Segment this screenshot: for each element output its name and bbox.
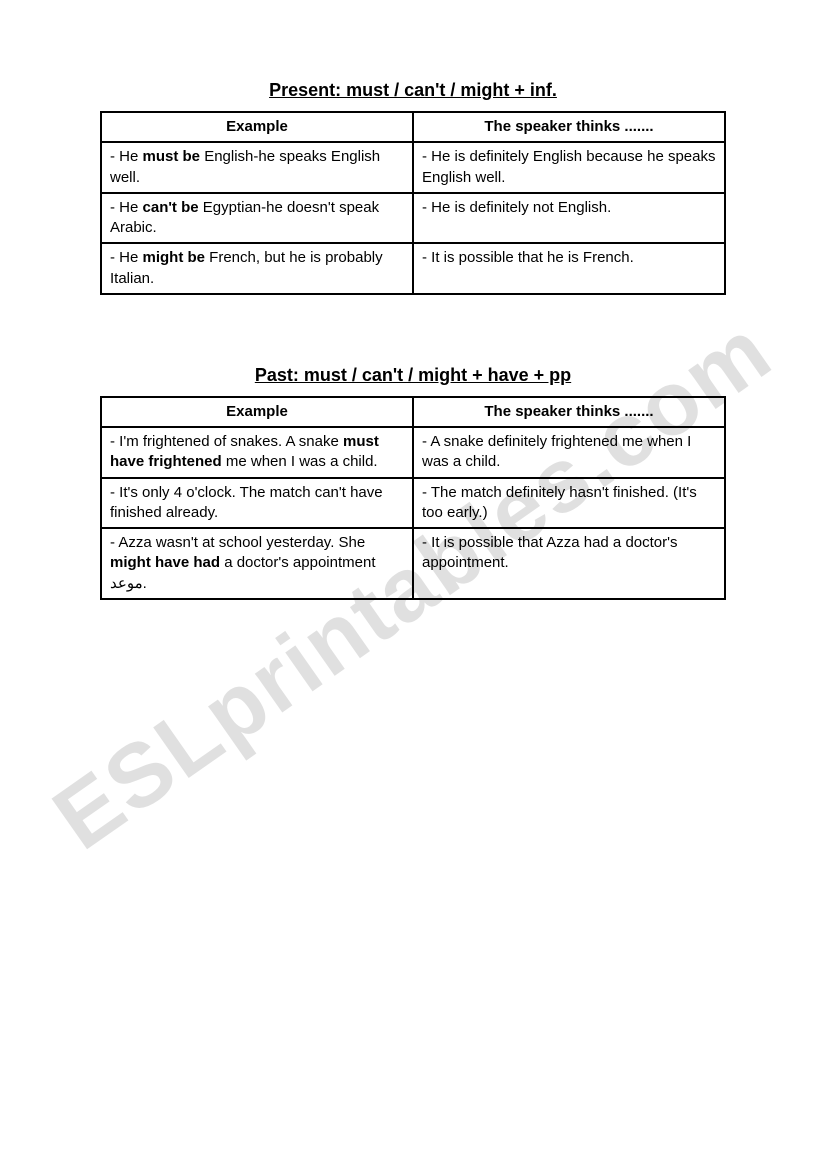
cell-thinks: - A snake definitely frightened me when … [413,427,725,478]
cell-thinks: - It is possible that Azza had a doctor'… [413,528,725,599]
cell-example: - Azza wasn't at school yesterday. She m… [101,528,413,599]
cell-thinks: - He is definitely English because he sp… [413,142,725,193]
table-row: - He might be French, but he is probably… [101,243,725,294]
header-thinks: The speaker thinks ....... [413,397,725,427]
table-present: Example The speaker thinks ....... - He … [100,111,726,295]
table-row: - Azza wasn't at school yesterday. She m… [101,528,725,599]
cell-thinks: - The match definitely hasn't finished. … [413,478,725,529]
table-row: - It's only 4 o'clock. The match can't h… [101,478,725,529]
header-example: Example [101,397,413,427]
cell-example: - He might be French, but he is probably… [101,243,413,294]
section-title-present: Present: must / can't / might + inf. [100,80,726,101]
cell-example: - I'm frightened of snakes. A snake must… [101,427,413,478]
cell-example: - He must be English-he speaks English w… [101,142,413,193]
cell-thinks: - He is definitely not English. [413,193,725,244]
page-content: Present: must / can't / might + inf. Exa… [0,0,826,600]
cell-example: - It's only 4 o'clock. The match can't h… [101,478,413,529]
cell-thinks: - It is possible that he is French. [413,243,725,294]
table-row: - He must be English-he speaks English w… [101,142,725,193]
table-row: - He can't be Egyptian-he doesn't speak … [101,193,725,244]
table-header-row: Example The speaker thinks ....... [101,397,725,427]
cell-example: - He can't be Egyptian-he doesn't speak … [101,193,413,244]
section-title-past: Past: must / can't / might + have + pp [100,365,726,386]
table-header-row: Example The speaker thinks ....... [101,112,725,142]
header-example: Example [101,112,413,142]
table-past: Example The speaker thinks ....... - I'm… [100,396,726,600]
table-row: - I'm frightened of snakes. A snake must… [101,427,725,478]
header-thinks: The speaker thinks ....... [413,112,725,142]
